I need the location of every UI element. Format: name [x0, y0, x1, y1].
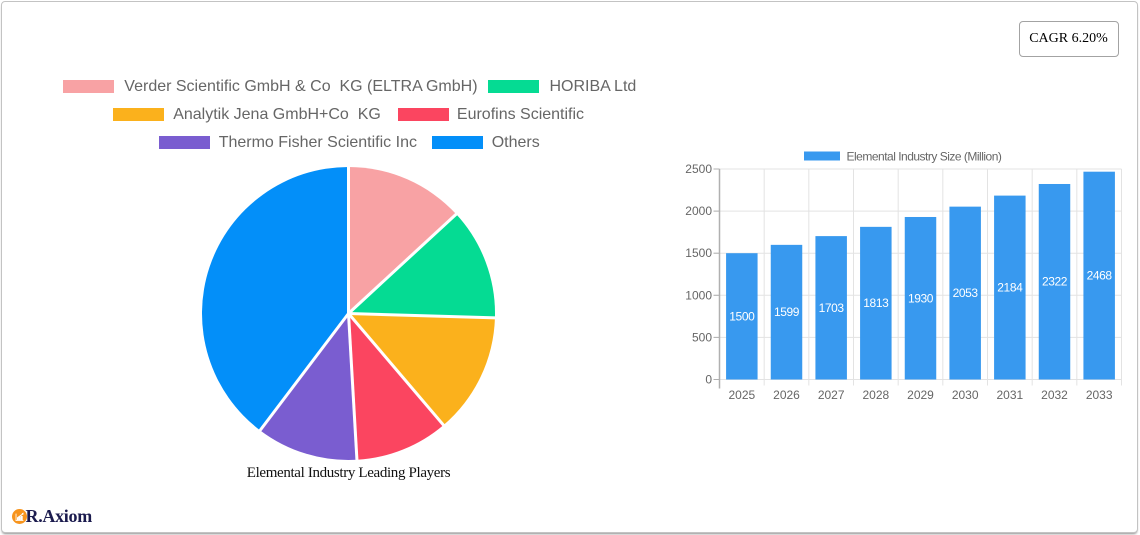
- svg-text:2031: 2031: [996, 388, 1023, 402]
- svg-text:2029: 2029: [907, 388, 934, 402]
- svg-text:2027: 2027: [818, 388, 845, 402]
- svg-text:2032: 2032: [1041, 388, 1068, 402]
- svg-text:1000: 1000: [685, 288, 712, 302]
- svg-text:2468: 2468: [1087, 269, 1113, 283]
- svg-text:2500: 2500: [685, 162, 712, 176]
- svg-text:2322: 2322: [1042, 275, 1068, 289]
- svg-text:1599: 1599: [774, 305, 800, 319]
- svg-text:1703: 1703: [819, 301, 845, 315]
- svg-text:500: 500: [692, 330, 712, 344]
- svg-text:2184: 2184: [997, 281, 1023, 295]
- svg-text:1930: 1930: [908, 291, 934, 305]
- svg-text:Elemental Industry Size (Milli: Elemental Industry Size (Million): [847, 150, 1002, 164]
- svg-text:0: 0: [705, 373, 712, 387]
- svg-text:2028: 2028: [862, 388, 889, 402]
- svg-text:2030: 2030: [952, 388, 979, 402]
- svg-text:2000: 2000: [685, 204, 712, 218]
- svg-text:2025: 2025: [728, 388, 755, 402]
- svg-text:2026: 2026: [773, 388, 800, 402]
- svg-text:2053: 2053: [953, 286, 979, 300]
- svg-text:1500: 1500: [729, 309, 755, 323]
- svg-text:1500: 1500: [685, 246, 712, 260]
- svg-text:2033: 2033: [1086, 388, 1113, 402]
- svg-text:1813: 1813: [863, 296, 889, 310]
